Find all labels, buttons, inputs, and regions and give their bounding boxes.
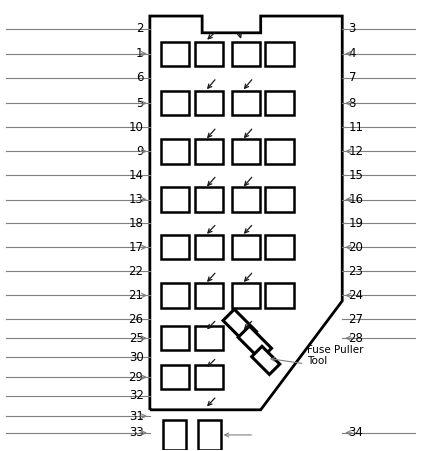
Bar bbox=[232, 235, 260, 259]
Text: 7: 7 bbox=[349, 71, 356, 84]
Text: 21: 21 bbox=[128, 289, 144, 302]
Bar bbox=[195, 91, 224, 115]
Text: 33: 33 bbox=[129, 426, 144, 439]
Text: 29: 29 bbox=[128, 371, 144, 384]
Bar bbox=[161, 326, 189, 350]
Text: 8: 8 bbox=[349, 97, 356, 110]
Bar bbox=[195, 41, 224, 66]
Bar bbox=[195, 139, 224, 164]
Text: 26: 26 bbox=[128, 313, 144, 326]
Bar bbox=[161, 91, 189, 115]
Text: 30: 30 bbox=[129, 351, 144, 364]
Bar bbox=[195, 235, 224, 259]
Bar bbox=[238, 326, 272, 359]
Text: 9: 9 bbox=[136, 145, 144, 158]
Text: 12: 12 bbox=[349, 145, 363, 158]
Bar bbox=[265, 139, 294, 164]
Text: 31: 31 bbox=[129, 410, 144, 423]
Text: Fuse Puller
Tool: Fuse Puller Tool bbox=[306, 345, 363, 366]
Text: 20: 20 bbox=[349, 241, 363, 254]
Bar bbox=[265, 235, 294, 259]
Text: 2: 2 bbox=[136, 22, 144, 35]
Text: 15: 15 bbox=[349, 169, 363, 182]
Text: 10: 10 bbox=[129, 120, 144, 133]
Bar bbox=[161, 187, 189, 212]
Bar bbox=[265, 91, 294, 115]
Text: 16: 16 bbox=[349, 193, 363, 206]
Bar bbox=[161, 235, 189, 259]
Bar bbox=[265, 187, 294, 212]
Bar bbox=[232, 187, 260, 212]
Text: 18: 18 bbox=[129, 217, 144, 230]
Bar bbox=[161, 139, 189, 164]
Text: 22: 22 bbox=[128, 265, 144, 278]
Bar bbox=[161, 41, 189, 66]
Bar bbox=[161, 283, 189, 308]
Bar bbox=[232, 91, 260, 115]
Text: 32: 32 bbox=[129, 390, 144, 402]
Bar bbox=[232, 283, 260, 308]
Text: 17: 17 bbox=[128, 241, 144, 254]
Bar bbox=[232, 41, 260, 66]
Text: 3: 3 bbox=[349, 22, 356, 35]
Text: 14: 14 bbox=[128, 169, 144, 182]
Bar bbox=[195, 326, 224, 350]
Text: 13: 13 bbox=[129, 193, 144, 206]
Text: 25: 25 bbox=[129, 331, 144, 345]
Text: 28: 28 bbox=[349, 331, 363, 345]
Bar bbox=[265, 283, 294, 308]
Bar bbox=[163, 420, 187, 450]
Bar bbox=[161, 365, 189, 389]
Text: 23: 23 bbox=[349, 265, 363, 278]
Bar bbox=[195, 283, 224, 308]
Bar bbox=[195, 365, 224, 389]
Text: 24: 24 bbox=[349, 289, 363, 302]
Text: 11: 11 bbox=[349, 120, 363, 133]
Bar bbox=[198, 420, 221, 450]
Bar bbox=[265, 41, 294, 66]
Text: 5: 5 bbox=[136, 97, 144, 110]
Bar bbox=[232, 139, 260, 164]
Bar bbox=[223, 309, 256, 343]
Bar bbox=[252, 346, 280, 374]
Text: 1: 1 bbox=[136, 47, 144, 60]
Text: 4: 4 bbox=[349, 47, 356, 60]
Bar bbox=[195, 187, 224, 212]
Text: 27: 27 bbox=[349, 313, 363, 326]
Text: 6: 6 bbox=[136, 71, 144, 84]
Text: 19: 19 bbox=[349, 217, 363, 230]
Text: 34: 34 bbox=[349, 426, 363, 439]
